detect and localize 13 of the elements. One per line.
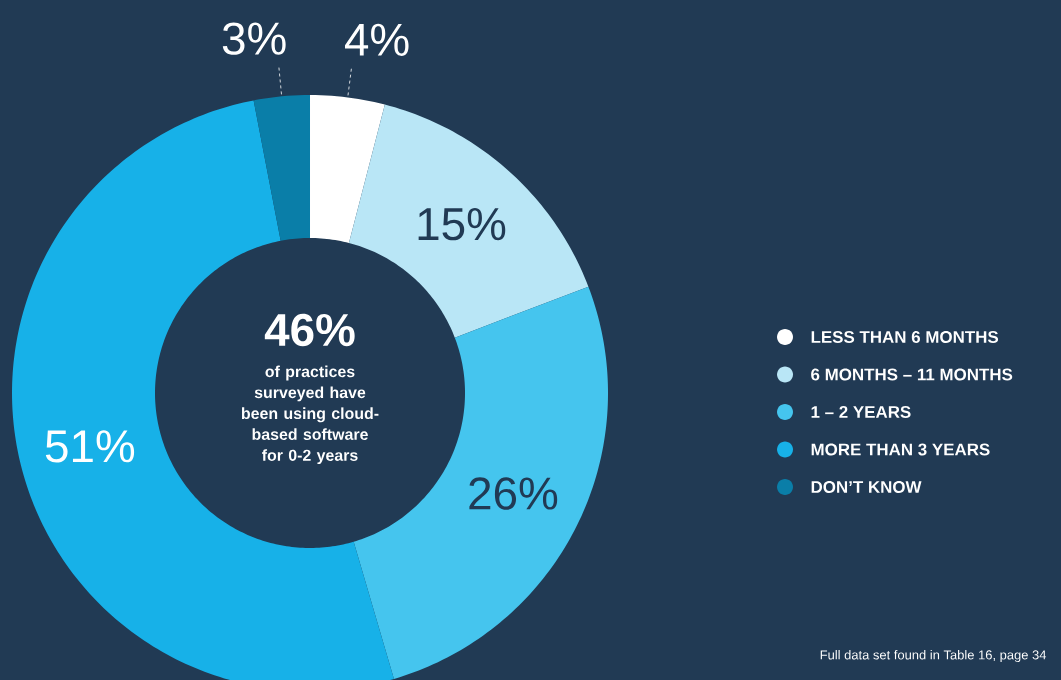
legend-label: LESS THAN 6 MONTHS [811, 331, 999, 343]
data-label: 26% [469, 477, 558, 510]
data-label: 3% [222, 22, 286, 55]
legend-label: DON’T KNOW [811, 481, 922, 493]
text: of practices surveyed have been using cloud-based software for 0-2 years [241, 365, 379, 465]
legend-label: MORE THAN 3 YEARS [811, 443, 990, 456]
text: 46% [264, 313, 355, 347]
data-label: 51% [45, 430, 135, 463]
text: Full data set found in Table 16, page 34 [820, 649, 1047, 663]
data-label: 4% [345, 23, 409, 56]
legend-label: 6 MONTHS – 11 MONTHS [811, 368, 1013, 381]
legend-label: 1 – 2 YEARS [811, 406, 911, 418]
data-label: 15% [418, 208, 506, 241]
